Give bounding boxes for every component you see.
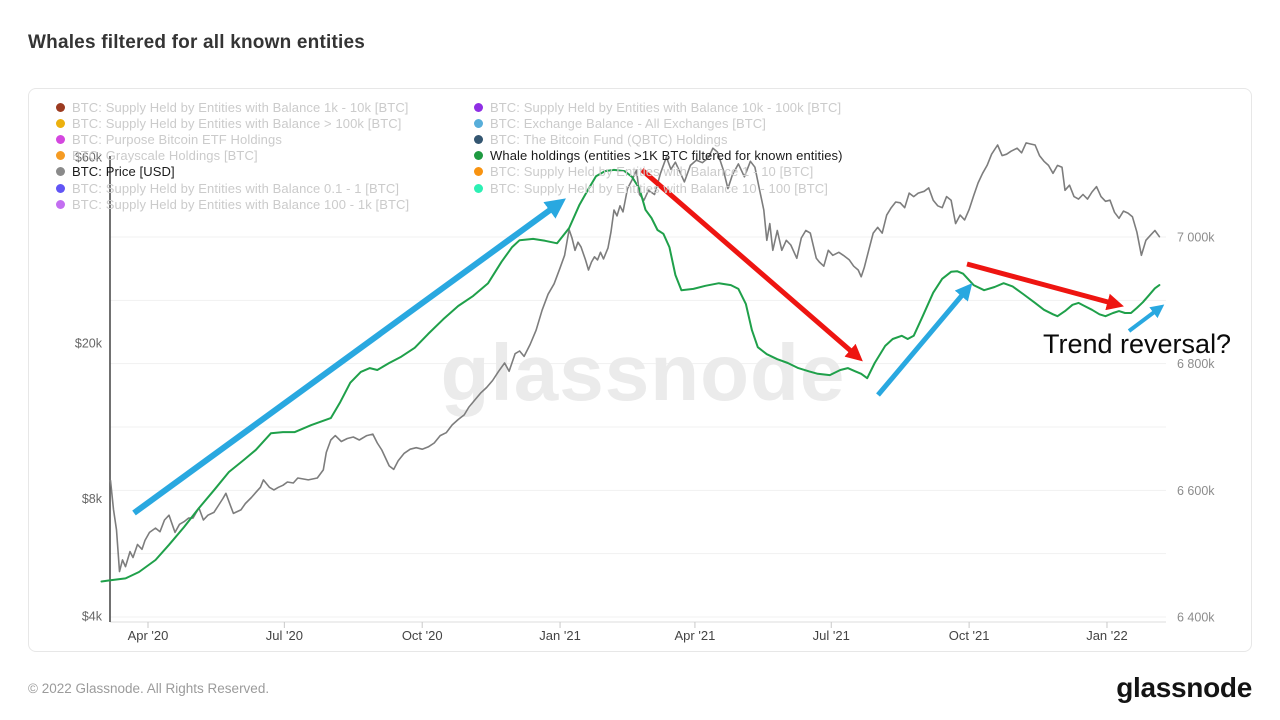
legend-item-left-6[interactable]: BTC: Supply Held by Entities with Balanc… — [56, 196, 409, 212]
legend-item-label: BTC: Supply Held by Entities with Balanc… — [490, 180, 828, 196]
x-axis-label: Jul '20 — [266, 628, 303, 643]
annotation-arrow — [1127, 304, 1165, 333]
legend-column-right: BTC: Supply Held by Entities with Balanc… — [474, 99, 843, 196]
legend-item-label: Whale holdings (entities >1K BTC filtere… — [490, 148, 843, 164]
legend-item-right-2[interactable]: BTC: The Bitcoin Fund (QBTC) Holdings — [474, 131, 843, 147]
footer: © 2022 Glassnode. All Rights Reserved. g… — [28, 664, 1252, 712]
legend-dot-icon — [56, 118, 65, 128]
legend-item-label: BTC: Supply Held by Entities with Balanc… — [490, 164, 814, 180]
legend-dot-icon — [474, 151, 483, 161]
annotation-arrow — [966, 261, 1124, 311]
annotation-arrow — [876, 283, 973, 397]
legend-item-label: BTC: The Bitcoin Fund (QBTC) Holdings — [490, 131, 728, 147]
legend-item-left-1[interactable]: BTC: Supply Held by Entities with Balanc… — [56, 115, 409, 131]
legend-dot-icon — [474, 134, 483, 144]
legend-item-right-3[interactable]: Whale holdings (entities >1K BTC filtere… — [474, 148, 843, 164]
legend-item-label: BTC: Exchange Balance - All Exchanges [B… — [490, 115, 766, 131]
x-axis-label: Oct '21 — [949, 628, 990, 643]
x-axis-label: Jan '21 — [539, 628, 581, 643]
legend-dot-icon — [474, 118, 483, 128]
legend-item-label: BTC: Supply Held by Entities with Balanc… — [72, 196, 410, 212]
page-title: Whales filtered for all known entities — [28, 32, 365, 53]
legend-item-right-5[interactable]: BTC: Supply Held by Entities with Balanc… — [474, 180, 843, 196]
legend-dot-icon — [474, 167, 483, 177]
legend-item-label: BTC: Grayscale Holdings [BTC] — [72, 148, 258, 164]
chart-plot-area[interactable]: glassnode Trend reversal? $60k $20k $8k $4k 7 … — [29, 89, 1251, 651]
left-axis-label: $4k — [82, 610, 103, 624]
right-axis-label: 6 800k — [1177, 357, 1215, 371]
chart-card: glassnode Trend reversal? $60k $20k $8k $4k 7 … — [28, 88, 1252, 652]
legend-item-label: BTC: Supply Held by Entities with Balanc… — [72, 180, 400, 196]
legend-dot-icon — [474, 183, 483, 193]
legend-column-left: BTC: Supply Held by Entities with Balanc… — [56, 99, 409, 212]
copyright-text: © 2022 Glassnode. All Rights Reserved. — [28, 680, 270, 696]
legend-item-left-5[interactable]: BTC: Supply Held by Entities with Balanc… — [56, 180, 409, 196]
legend-dot-icon — [56, 102, 65, 112]
right-axis-label: 6 600k — [1177, 484, 1215, 498]
glassnode-logo: glassnode — [1116, 672, 1252, 703]
legend-item-right-1[interactable]: BTC: Exchange Balance - All Exchanges [B… — [474, 115, 843, 131]
legend-item-left-4[interactable]: BTC: Price [USD] — [56, 164, 409, 180]
watermark: glassnode — [441, 328, 846, 417]
legend-dot-icon — [56, 167, 65, 177]
legend-item-right-4[interactable]: BTC: Supply Held by Entities with Balanc… — [474, 164, 843, 180]
legend-item-left-2[interactable]: BTC: Purpose Bitcoin ETF Holdings — [56, 131, 409, 147]
right-axis-label: 7 000k — [1177, 231, 1215, 245]
legend-dot-icon — [56, 183, 65, 193]
legend-dot-icon — [56, 199, 65, 209]
annotation-text: Trend reversal? — [1043, 329, 1231, 359]
left-axis-label: $60k — [75, 151, 103, 165]
legend-dot-icon — [56, 134, 65, 144]
legend-item-label: BTC: Price [USD] — [72, 164, 175, 180]
legend-item-label: BTC: Supply Held by Entities with Balanc… — [490, 99, 842, 115]
legend-item-right-0[interactable]: BTC: Supply Held by Entities with Balanc… — [474, 99, 843, 115]
x-axis-label: Oct '20 — [402, 628, 443, 643]
annotation-arrow — [132, 198, 566, 516]
legend-item-label: BTC: Purpose Bitcoin ETF Holdings — [72, 131, 282, 147]
left-axis-label: $20k — [75, 337, 103, 351]
x-axis-label: Apr '20 — [128, 628, 169, 643]
left-axis-label: $8k — [82, 492, 103, 506]
legend-item-left-0[interactable]: BTC: Supply Held by Entities with Balanc… — [56, 99, 409, 115]
legend-item-left-3[interactable]: BTC: Grayscale Holdings [BTC] — [56, 148, 409, 164]
legend-item-label: BTC: Supply Held by Entities with Balanc… — [72, 115, 402, 131]
right-axis-label: 6 400k — [1177, 610, 1215, 624]
x-axis-label: Apr '21 — [675, 628, 716, 643]
x-axis-label: Jan '22 — [1086, 628, 1128, 643]
legend-dot-icon — [56, 151, 65, 161]
legend-item-label: BTC: Supply Held by Entities with Balanc… — [72, 99, 409, 115]
legend-dot-icon — [474, 102, 483, 112]
whale-holdings-line — [100, 168, 1161, 583]
x-axis-label: Jul '21 — [813, 628, 850, 643]
annotation-arrow — [640, 168, 863, 362]
